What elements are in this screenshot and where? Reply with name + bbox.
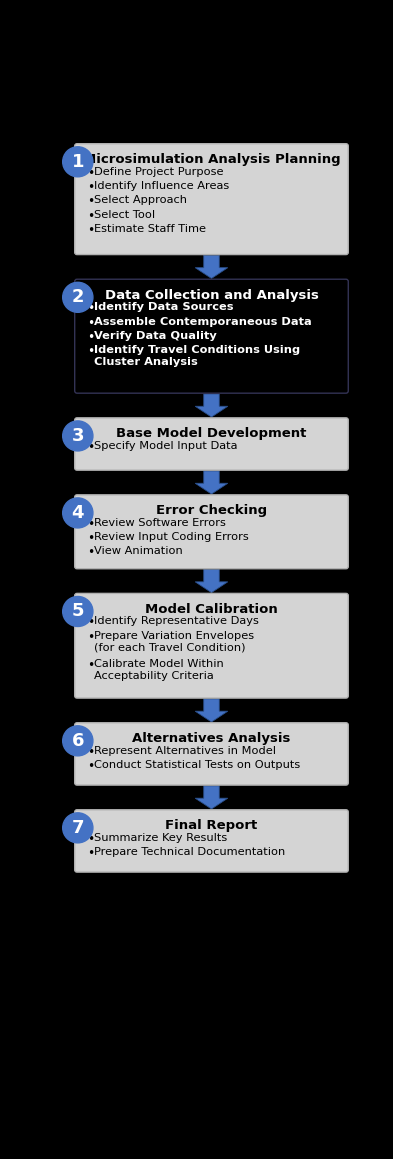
Text: •: • [87, 760, 94, 773]
Text: Prepare Technical Documentation: Prepare Technical Documentation [94, 847, 285, 858]
Text: Assemble Contemporaneous Data: Assemble Contemporaneous Data [94, 316, 312, 327]
Text: •: • [87, 546, 94, 560]
Circle shape [63, 812, 93, 843]
Text: •: • [87, 181, 94, 194]
Text: •: • [87, 532, 94, 545]
Text: Identify Data Sources: Identify Data Sources [94, 302, 233, 312]
Text: 6: 6 [72, 731, 84, 750]
Text: Estimate Staff Time: Estimate Staff Time [94, 224, 206, 234]
FancyBboxPatch shape [75, 593, 348, 698]
Polygon shape [195, 394, 228, 417]
Text: •: • [87, 746, 94, 759]
Text: Verify Data Quality: Verify Data Quality [94, 330, 217, 341]
Text: •: • [87, 440, 94, 454]
Text: View Animation: View Animation [94, 546, 183, 556]
Text: 4: 4 [72, 504, 84, 522]
Text: Data Collection and Analysis: Data Collection and Analysis [105, 289, 318, 301]
Polygon shape [195, 569, 228, 592]
Text: Base Model Development: Base Model Development [116, 428, 307, 440]
FancyBboxPatch shape [75, 810, 348, 872]
Polygon shape [195, 255, 228, 278]
Text: •: • [87, 316, 94, 329]
Text: Review Input Coding Errors: Review Input Coding Errors [94, 532, 249, 542]
Text: •: • [87, 659, 94, 672]
Text: Calibrate Model Within
Acceptability Criteria: Calibrate Model Within Acceptability Cri… [94, 659, 224, 680]
Text: Conduct Statistical Tests on Outputs: Conduct Statistical Tests on Outputs [94, 760, 300, 770]
Polygon shape [195, 786, 228, 809]
Circle shape [63, 726, 93, 756]
Text: Specify Model Input Data: Specify Model Input Data [94, 440, 238, 451]
Text: 5: 5 [72, 603, 84, 620]
Text: 3: 3 [72, 427, 84, 445]
Text: Model Calibration: Model Calibration [145, 603, 278, 615]
Circle shape [63, 421, 93, 451]
Text: •: • [87, 167, 94, 180]
Polygon shape [195, 699, 228, 722]
Text: •: • [87, 833, 94, 846]
Text: 7: 7 [72, 819, 84, 837]
Text: •: • [87, 518, 94, 531]
Text: Review Software Errors: Review Software Errors [94, 518, 226, 527]
FancyBboxPatch shape [75, 279, 348, 393]
FancyBboxPatch shape [75, 723, 348, 785]
Text: Error Checking: Error Checking [156, 504, 267, 517]
Circle shape [63, 283, 93, 312]
Text: •: • [87, 617, 94, 629]
Text: Summarize Key Results: Summarize Key Results [94, 833, 227, 843]
Text: Identify Influence Areas: Identify Influence Areas [94, 181, 230, 191]
FancyBboxPatch shape [75, 144, 348, 255]
Text: 2: 2 [72, 289, 84, 306]
Text: Define Project Purpose: Define Project Purpose [94, 167, 224, 177]
Text: •: • [87, 847, 94, 860]
FancyBboxPatch shape [75, 418, 348, 471]
Text: 1: 1 [72, 153, 84, 170]
Text: •: • [87, 330, 94, 344]
Text: Identify Travel Conditions Using
Cluster Analysis: Identify Travel Conditions Using Cluster… [94, 345, 300, 366]
Text: Alternatives Analysis: Alternatives Analysis [132, 732, 291, 745]
Circle shape [63, 498, 93, 529]
Circle shape [63, 147, 93, 177]
Text: •: • [87, 195, 94, 209]
Text: Select Tool: Select Tool [94, 210, 155, 219]
Text: •: • [87, 224, 94, 236]
Text: Select Approach: Select Approach [94, 195, 187, 205]
Text: Final Report: Final Report [165, 819, 258, 832]
Polygon shape [195, 471, 228, 494]
Text: •: • [87, 345, 94, 358]
Text: Identify Representative Days: Identify Representative Days [94, 617, 259, 627]
Text: •: • [87, 302, 94, 315]
Text: Microsimulation Analysis Planning: Microsimulation Analysis Planning [83, 153, 340, 167]
Text: Prepare Variation Envelopes
(for each Travel Condition): Prepare Variation Envelopes (for each Tr… [94, 630, 254, 653]
Text: Represent Alternatives in Model: Represent Alternatives in Model [94, 746, 276, 756]
Text: •: • [87, 210, 94, 223]
Circle shape [63, 597, 93, 627]
FancyBboxPatch shape [75, 495, 348, 569]
Text: •: • [87, 630, 94, 643]
